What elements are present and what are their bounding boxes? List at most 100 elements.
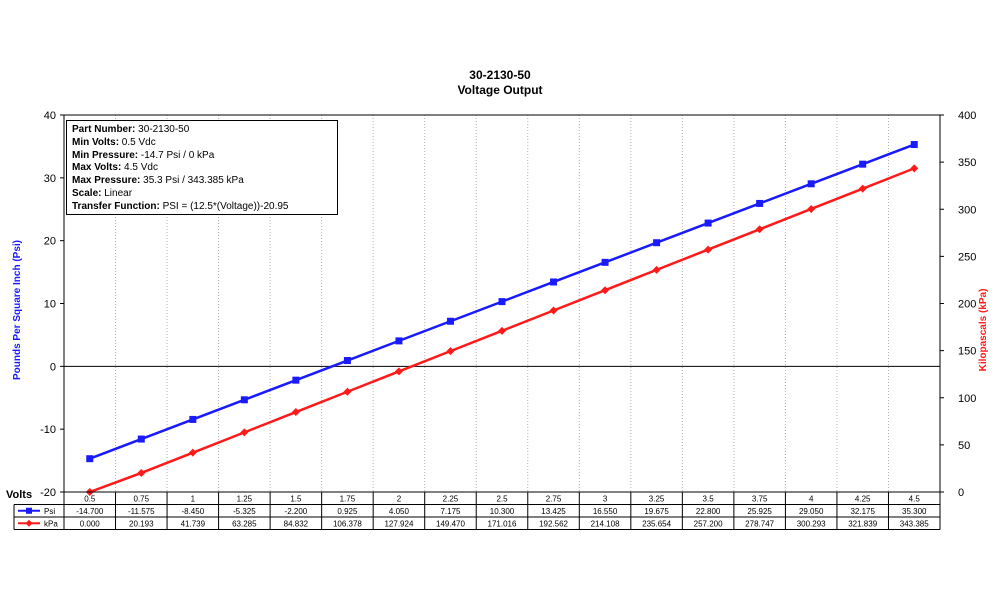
table-cell: 16.550 <box>593 507 618 516</box>
x-tick-label: 3.25 <box>649 495 665 504</box>
data-point <box>394 367 403 376</box>
table-cell: 127.924 <box>384 520 413 529</box>
table-cell: 63.285 <box>232 520 257 529</box>
left-tick-label: 30 <box>44 173 56 185</box>
right-tick-label: 250 <box>958 251 976 263</box>
table-cell: -2.200 <box>285 507 308 516</box>
table-cell: 20.193 <box>129 520 154 529</box>
table-cell: -5.325 <box>233 507 256 516</box>
table-cell: 29.050 <box>799 507 824 516</box>
table-cell: 192.562 <box>539 520 568 529</box>
table-cell: 300.293 <box>797 520 826 529</box>
data-point <box>756 199 764 207</box>
table-cell: 19.675 <box>644 507 669 516</box>
right-tick-label: 400 <box>958 110 976 122</box>
table-cell: 13.425 <box>541 507 566 516</box>
x-tick-label: 1.25 <box>237 495 253 504</box>
x-axis-label: Volts <box>6 489 32 501</box>
info-max-volts: Max Volts: 4.5 Vdc <box>72 162 158 174</box>
x-tick-label: 0.75 <box>134 495 150 504</box>
right-tick-label: 350 <box>958 157 976 169</box>
x-tick-label: 1 <box>191 495 196 504</box>
data-point <box>291 408 300 417</box>
data-point <box>653 239 661 247</box>
table-cell: 4.050 <box>389 507 410 516</box>
x-tick-label: 2.5 <box>496 495 508 504</box>
table-cell: 106.378 <box>333 520 362 529</box>
legend-label-kpa: kPa <box>44 520 58 529</box>
table-cell: 257.200 <box>694 520 723 529</box>
data-point <box>704 219 712 227</box>
data-point <box>446 347 455 356</box>
data-point <box>240 396 248 404</box>
left-tick-label: 20 <box>44 236 56 248</box>
chart-title: 30-2130-50 <box>469 68 531 82</box>
data-point <box>395 337 403 345</box>
right-tick-label: 300 <box>958 204 976 216</box>
data-point <box>343 387 352 396</box>
right-tick-label: 150 <box>958 346 976 358</box>
data-point <box>343 357 351 365</box>
table-cell: 22.800 <box>696 507 721 516</box>
info-part-number: Part Number: 30-2130-50 <box>72 124 190 135</box>
left-tick-label: -20 <box>40 487 56 499</box>
x-tick-label: 3.75 <box>752 495 768 504</box>
data-point <box>807 180 815 188</box>
data-point <box>910 141 918 149</box>
data-point <box>189 415 197 423</box>
x-tick-label: 1.75 <box>340 495 356 504</box>
table-cell: -11.575 <box>128 507 155 516</box>
data-point <box>86 455 94 463</box>
chart-subtitle: Voltage Output <box>457 83 542 97</box>
right-axis-ticks: 400 350 300 250 200 150 100 50 0 <box>940 110 976 499</box>
table-cell: 41.739 <box>181 520 206 529</box>
table-cell: 149.470 <box>436 520 465 529</box>
data-point <box>601 286 610 295</box>
x-tick-label: 3.5 <box>703 495 715 504</box>
left-axis-label: Pounds Per Square Inch (Psi) <box>12 240 23 380</box>
right-tick-label: 0 <box>958 487 964 499</box>
data-point <box>498 326 506 335</box>
legend-marker <box>25 519 33 527</box>
table-cell: 171.016 <box>488 520 517 529</box>
table-cell: 32.175 <box>850 507 875 516</box>
x-tick-label: 1.5 <box>290 495 302 504</box>
data-point <box>137 435 145 443</box>
data-point <box>446 317 454 325</box>
table-cell: 84.832 <box>284 520 309 529</box>
right-tick-label: 50 <box>958 440 970 452</box>
data-point <box>807 204 816 213</box>
table-cell: 7.175 <box>440 507 461 516</box>
data-point <box>137 468 146 477</box>
data-point <box>292 376 300 384</box>
left-axis-ticks: 40 30 20 10 0 -10 -20 <box>40 110 64 499</box>
table-cell: 235.654 <box>642 520 671 529</box>
data-table: 0.5 0.75 1 1.25 1.5 1.75 2 2.25 2.5 2.75 3 3.25 3.5 3… <box>13 491 941 530</box>
right-tick-label: 100 <box>958 393 976 405</box>
info-transfer-function: Transfer Function: PSI = (12.5*(Voltage)… <box>72 200 289 212</box>
table-cell: 343.385 <box>900 520 929 529</box>
table-cell: 35.300 <box>902 507 927 516</box>
info-box: Part Number: 30-2130-50 Min Volts: 0.5 V… <box>66 120 338 215</box>
data-point <box>652 265 661 274</box>
data-point <box>188 448 197 457</box>
table-cell: -14.700 <box>76 507 104 516</box>
table-cell: 10.300 <box>490 507 515 516</box>
table-cell: 214.108 <box>591 520 620 529</box>
info-max-pressure: Max Pressure: 35.3 Psi / 343.385 kPa <box>72 175 244 187</box>
x-tick-label: 2.75 <box>546 495 562 504</box>
left-tick-label: 0 <box>50 361 56 373</box>
x-tick-label: 4.5 <box>909 495 921 504</box>
x-tick-label: 4.25 <box>855 495 871 504</box>
table-cell: 0.000 <box>80 520 101 529</box>
x-tick-label: 4 <box>809 495 814 504</box>
left-tick-label: 10 <box>44 299 56 311</box>
x-tick-label: 0.5 <box>84 495 96 504</box>
data-point <box>549 306 558 315</box>
data-point <box>550 278 558 286</box>
data-point <box>755 225 764 234</box>
x-tick-label: 2.25 <box>443 495 459 504</box>
right-tick-label: 200 <box>958 299 976 311</box>
left-tick-label: -10 <box>40 424 56 436</box>
